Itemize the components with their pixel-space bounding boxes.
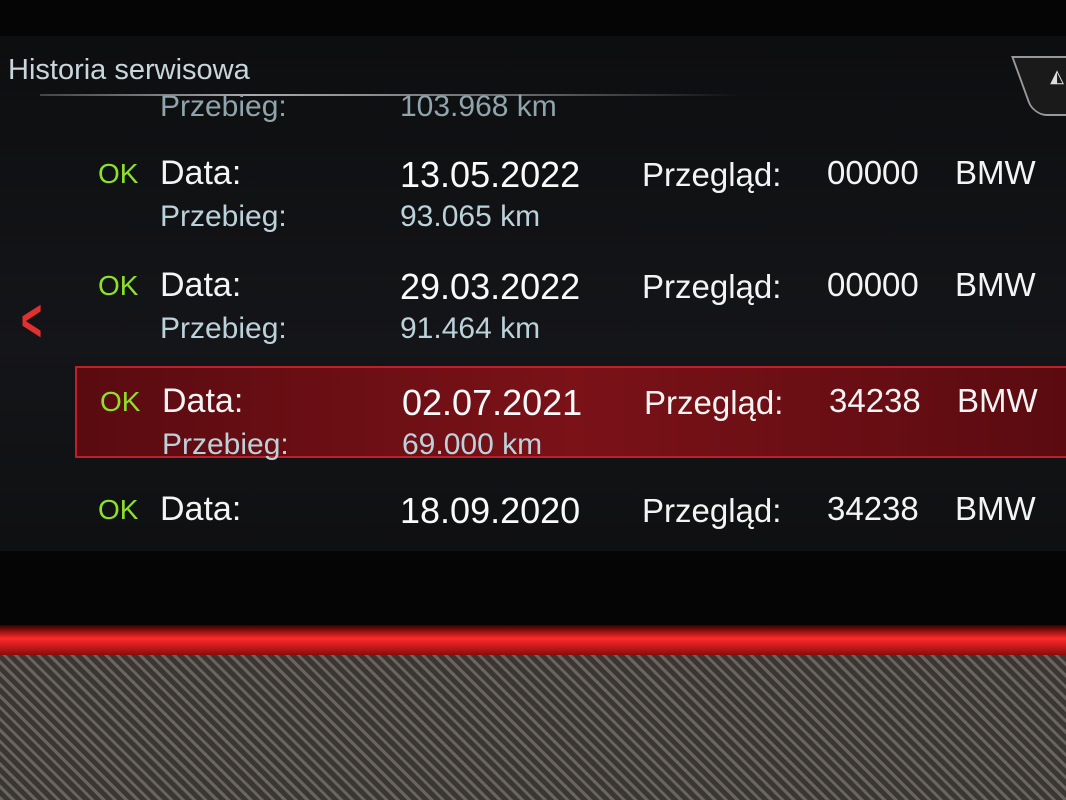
date-value: 18.09.2020 xyxy=(400,490,581,531)
title-divider xyxy=(40,94,740,96)
brand: BMW xyxy=(957,382,1038,419)
service-code: 34238 xyxy=(827,490,919,527)
service-code: 00000 xyxy=(827,266,919,303)
date-value: 29.03.2022 xyxy=(400,266,581,307)
ambient-light-strip xyxy=(0,625,1066,655)
service-record-selected[interactable]: OK Data: 02.07.2021 Przegląd: 34238 BMW … xyxy=(75,366,1066,461)
service-label: Przegląd: xyxy=(642,492,782,529)
mileage-label: Przebieg: xyxy=(162,428,289,461)
date-label: Data: xyxy=(160,490,242,528)
mileage-value: 69.000 km xyxy=(402,428,543,461)
page-title: Historia serwisowa xyxy=(8,54,250,86)
status-badge: OK xyxy=(100,386,141,417)
mileage-value: 93.065 km xyxy=(400,200,541,233)
service-label: Przegląd: xyxy=(642,156,782,193)
chevron-left-icon[interactable]: < xyxy=(21,287,43,354)
date-value: 02.07.2021 xyxy=(402,382,583,423)
date-value: 13.05.2022 xyxy=(400,154,581,195)
service-record[interactable]: OK Data: 18.09.2020 Przegląd: 34238 BMW xyxy=(75,476,1066,551)
mileage-label: Przebieg: xyxy=(160,90,287,123)
brand: BMW xyxy=(955,266,1036,303)
navigation-icon[interactable]: ◭ xyxy=(1050,66,1064,86)
mileage-value: 103.968 km xyxy=(400,90,557,123)
partial-row: Przebieg: 103.968 km xyxy=(75,90,1066,210)
brand: BMW xyxy=(955,490,1036,527)
brand: BMW xyxy=(955,154,1036,191)
status-badge: OK xyxy=(98,494,139,525)
service-code: 34238 xyxy=(829,382,921,419)
date-label: Data: xyxy=(160,266,242,304)
service-label: Przegląd: xyxy=(644,384,784,421)
service-record[interactable]: OK Data: 29.03.2022 Przegląd: 00000 BMW … xyxy=(75,252,1066,345)
service-code: 00000 xyxy=(827,154,919,191)
mileage-label: Przebieg: xyxy=(160,200,287,233)
mileage-value: 91.464 km xyxy=(400,312,541,345)
service-record[interactable]: OK Data: 13.05.2022 Przegląd: 00000 BMW … xyxy=(75,140,1066,233)
date-label: Data: xyxy=(162,382,244,420)
status-badge: OK xyxy=(98,270,139,301)
date-label: Data: xyxy=(160,154,242,192)
mileage-label: Przebieg: xyxy=(160,312,287,345)
idrive-screen: Historia serwisowa ◭ < Przebieg: 103.968… xyxy=(0,36,1066,551)
dashboard-trim xyxy=(0,655,1066,800)
status-badge: OK xyxy=(98,158,139,189)
service-label: Przegląd: xyxy=(642,268,782,305)
